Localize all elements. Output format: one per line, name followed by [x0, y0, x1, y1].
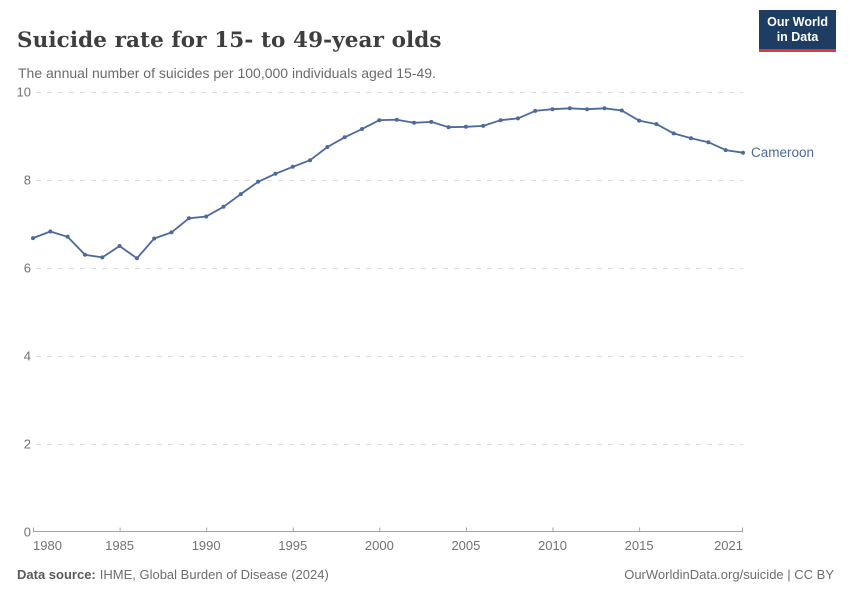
x-axis-line	[33, 527, 743, 532]
data-point	[169, 230, 174, 235]
data-point	[481, 123, 486, 128]
data-point	[463, 124, 468, 129]
data-point	[515, 116, 520, 121]
data-point	[602, 106, 607, 111]
x-axis-label: 2010	[538, 538, 567, 553]
data-point	[238, 192, 243, 197]
logo-text-line1: Our World	[767, 15, 828, 29]
x-axis-label: 2021	[714, 538, 743, 553]
owid-logo: Our World in Data	[759, 10, 836, 52]
data-point	[342, 135, 347, 140]
data-point	[256, 179, 261, 184]
data-point	[100, 255, 105, 260]
data-point	[671, 131, 676, 136]
chart-footer: Data source: IHME, Global Burden of Disea…	[17, 567, 834, 582]
data-point	[394, 117, 399, 122]
data-point	[706, 140, 711, 145]
data-point	[186, 216, 191, 221]
x-axis-label: 1985	[105, 538, 134, 553]
data-point	[619, 108, 624, 113]
data-point	[689, 136, 693, 141]
data-point	[325, 145, 330, 149]
data-point	[273, 171, 278, 176]
data-point	[446, 125, 451, 130]
logo-text-line2: in Data	[776, 29, 819, 44]
data-source-text: IHME, Global Burden of Disease (2024)	[99, 567, 329, 582]
data-point	[550, 107, 555, 112]
series-end-label: Cameroon	[751, 145, 814, 160]
data-point	[117, 244, 122, 248]
y-axis-label: 8	[24, 173, 31, 188]
data-point	[567, 106, 572, 111]
data-point	[308, 158, 313, 163]
data-point	[48, 229, 53, 234]
data-point	[533, 108, 538, 113]
data-point	[134, 256, 139, 261]
data-point	[637, 118, 642, 123]
y-axis-label: 0	[24, 525, 31, 540]
data-point	[741, 150, 745, 155]
y-axis-label: 2	[24, 437, 31, 452]
data-point	[498, 118, 503, 123]
data-source: Data source: IHME, Global Burden of Disea…	[17, 567, 329, 582]
data-point	[204, 214, 209, 219]
data-point	[360, 127, 364, 131]
y-axis-label: 4	[24, 349, 31, 364]
data-point	[152, 236, 157, 241]
y-axis-label: 6	[24, 261, 31, 276]
data-point	[412, 120, 416, 125]
credit-text: OurWorldinData.org/suicide | CC BY	[624, 567, 834, 582]
data-point	[585, 107, 590, 112]
y-axis-label: 10	[17, 85, 31, 100]
data-point	[377, 118, 382, 123]
chart-title: Suicide rate for 15- to 49-year olds	[17, 28, 442, 54]
x-axis-label: 2000	[365, 538, 394, 553]
chart-subtitle: The annual number of suicides per 100,00…	[18, 65, 436, 81]
data-point	[723, 148, 728, 153]
data-point	[290, 164, 295, 169]
data-point	[31, 236, 35, 241]
data-point	[83, 252, 87, 257]
x-axis-label: 1990	[192, 538, 221, 553]
data-point	[221, 204, 226, 209]
data-source-label: Data source:	[17, 567, 96, 582]
data-point	[65, 234, 70, 239]
trend-line-cameroon	[32, 107, 744, 260]
x-axis-label: 1995	[278, 538, 307, 553]
x-axis-label: 1980	[33, 538, 62, 553]
data-point	[429, 119, 434, 124]
x-axis-label: 2005	[451, 538, 480, 553]
data-point	[654, 122, 659, 127]
x-axis-label: 2015	[625, 538, 654, 553]
